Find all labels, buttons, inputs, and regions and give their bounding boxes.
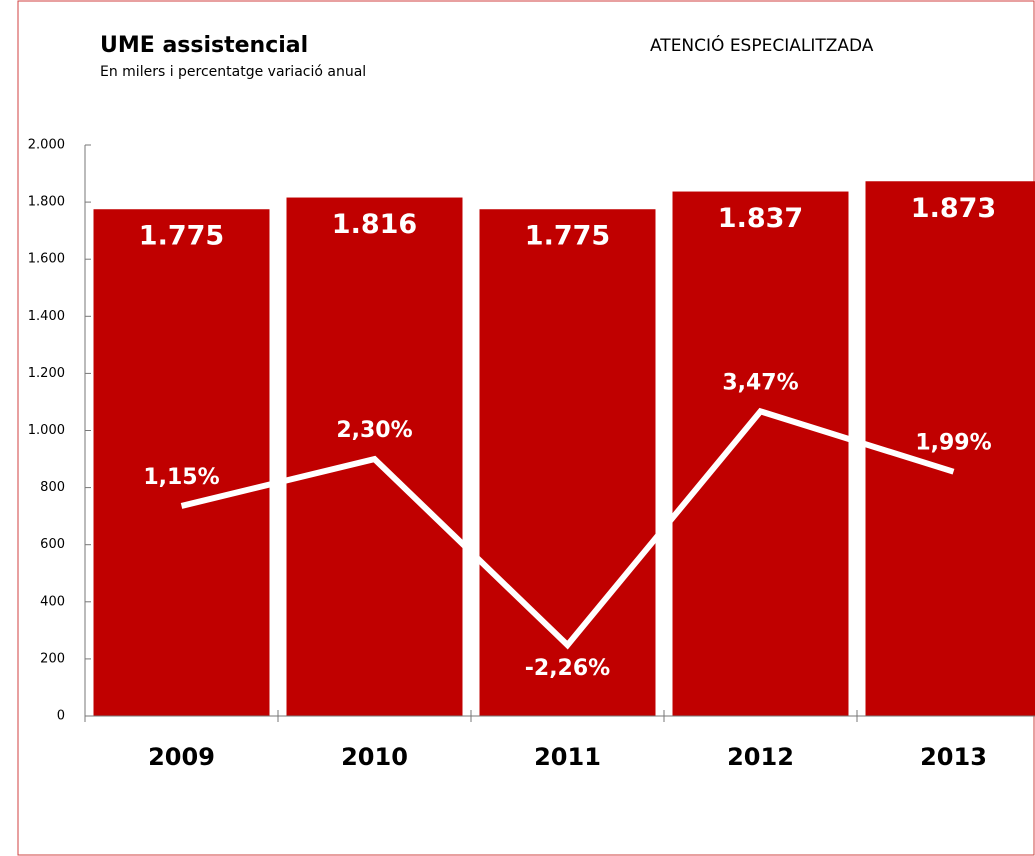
- y-tick-label: 1.200: [28, 366, 65, 381]
- y-tick-label: 2.000: [28, 138, 65, 153]
- bar: [479, 209, 656, 717]
- y-tick-label: 800: [40, 480, 65, 495]
- bar-value-label: 1.837: [718, 203, 803, 234]
- x-tick-label: 2010: [341, 743, 408, 771]
- line-value-label: -2,26%: [525, 656, 610, 681]
- y-tick-label: 1.400: [28, 309, 65, 324]
- bar-value-label: 1.816: [332, 209, 417, 240]
- line-value-label: 3,47%: [722, 370, 798, 395]
- y-tick-label: 1.000: [28, 423, 65, 438]
- line-value-label: 1,15%: [143, 465, 219, 490]
- bar: [672, 191, 849, 716]
- bar-value-label: 1.775: [525, 221, 610, 252]
- bar-value-label: 1.775: [139, 221, 224, 252]
- y-tick-label: 1.800: [28, 195, 65, 210]
- chart-title: UME assistencial: [100, 33, 308, 58]
- bar-value-label: 1.873: [911, 193, 996, 224]
- x-tick-label: 2011: [534, 743, 601, 771]
- y-tick-label: 600: [40, 537, 65, 552]
- line-value-label: 1,99%: [915, 431, 991, 456]
- chart-subtitle: En milers i percentatge variació anual: [100, 64, 366, 80]
- x-tick-label: 2009: [148, 743, 215, 771]
- y-tick-label: 200: [40, 651, 65, 666]
- line: [180, 407, 955, 650]
- x-tick-label: 2013: [920, 743, 987, 771]
- bar: [93, 209, 270, 717]
- y-tick-label: 0: [57, 709, 65, 724]
- annotation: ATENCIÓ ESPECIALITZADA: [650, 34, 874, 56]
- y-tick-label: 1.600: [28, 252, 65, 267]
- line-value-label: 2,30%: [336, 418, 412, 443]
- y-tick-label: 400: [40, 594, 65, 609]
- x-tick-label: 2012: [727, 743, 794, 771]
- bar: [865, 181, 1035, 717]
